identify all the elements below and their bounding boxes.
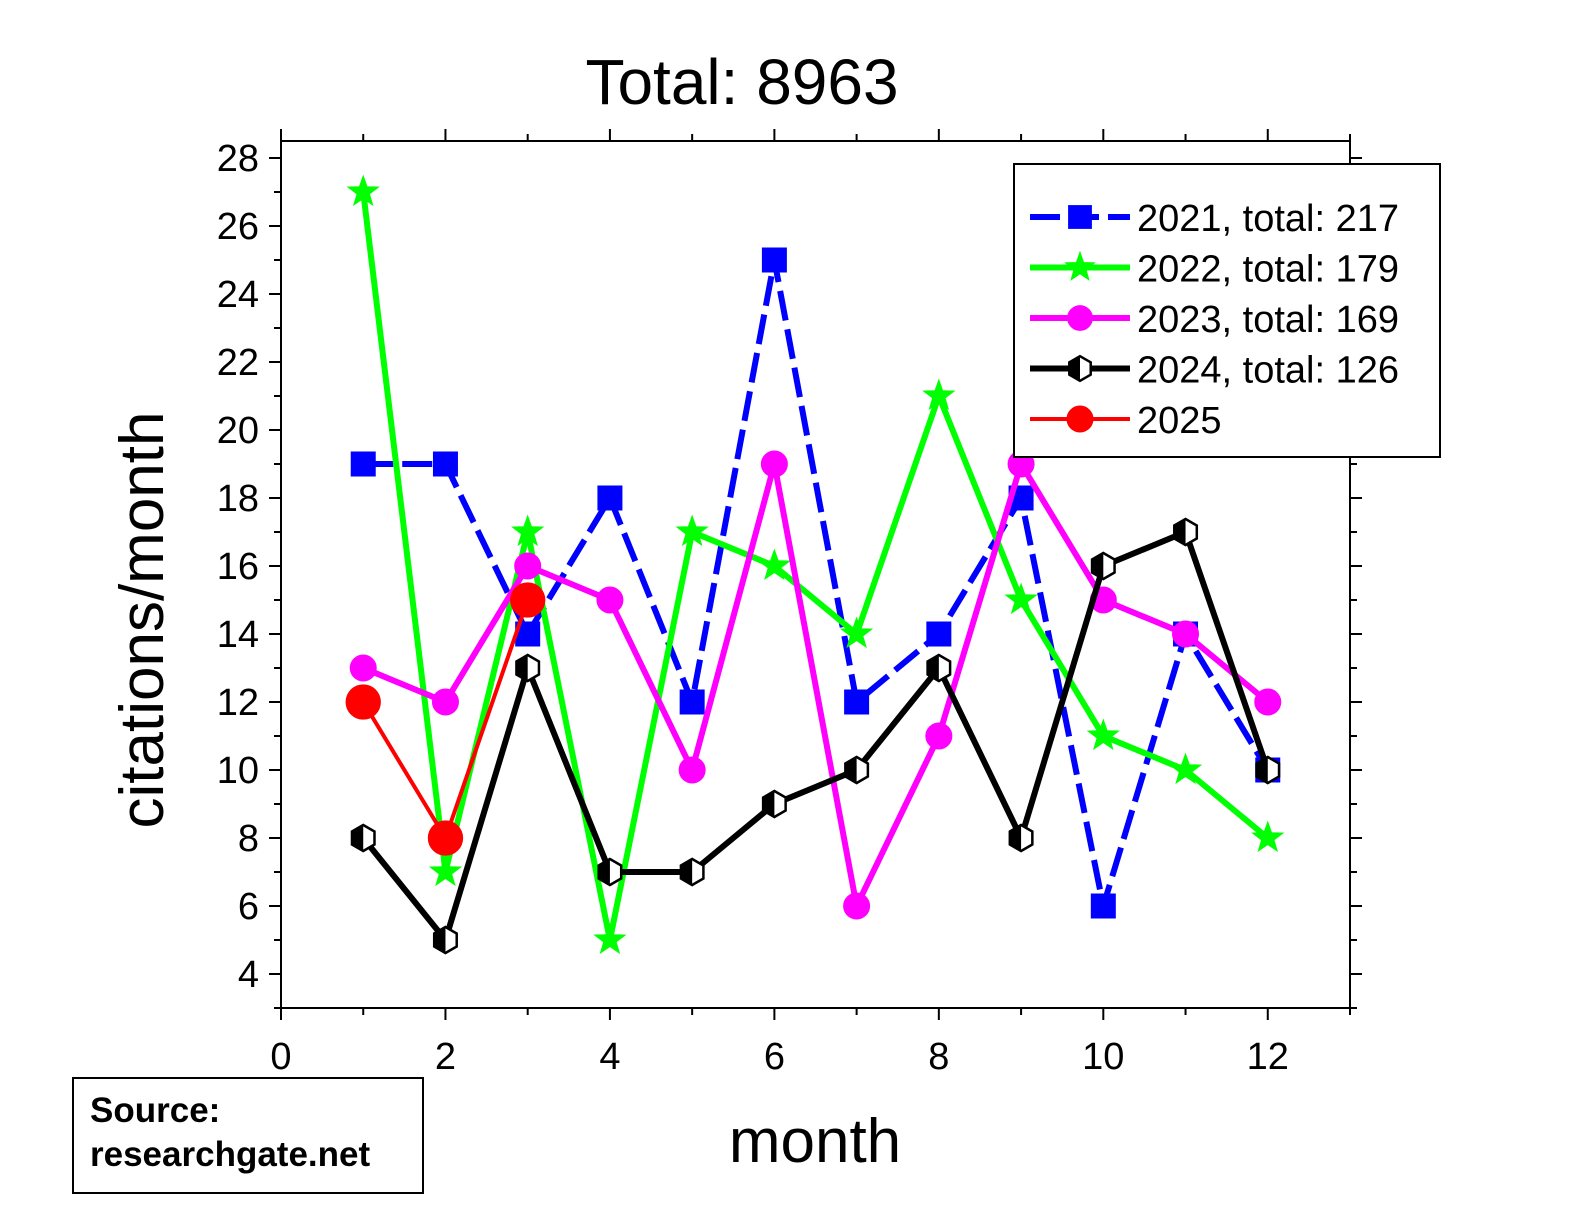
series-line: [362, 461, 1270, 909]
y-axis: 4 6 8 10 12 14 16 18 20 22 24 26 28: [217, 138, 1362, 1009]
x-tick-label: 4: [599, 1036, 620, 1078]
data-point: [679, 689, 705, 715]
data-point: [350, 823, 376, 853]
y-tick-label: 22: [217, 342, 259, 384]
data-point: [1255, 755, 1281, 785]
data-point: [844, 755, 870, 785]
data-point: [761, 247, 787, 273]
data-point: [1090, 551, 1116, 581]
y-tick-label: 18: [217, 478, 259, 520]
y-tick-label: 12: [217, 682, 259, 724]
legend-label: 2021, total: 217: [1137, 198, 1399, 240]
data-point: [760, 450, 788, 478]
data-point: [1173, 517, 1199, 547]
data-point: [926, 621, 952, 647]
series-5: [345, 582, 546, 856]
data-point: [1251, 820, 1285, 853]
y-axis-label: citations/month: [108, 412, 177, 829]
y-tick-label: 10: [217, 750, 259, 792]
series-line: [360, 529, 1271, 943]
data-point: [349, 654, 377, 682]
x-tick-label: 10: [1082, 1036, 1124, 1078]
legend-marker: [1068, 354, 1092, 383]
y-tick-label: 24: [217, 274, 259, 316]
data-point: [679, 857, 705, 887]
x-tick-label: 12: [1247, 1036, 1289, 1078]
data-point: [514, 552, 542, 580]
data-point: [1086, 718, 1120, 751]
y-tick-label: 8: [238, 818, 259, 860]
legend-entry: 2024, total: 126: [1030, 350, 1399, 392]
x-axis-label: month: [729, 1107, 901, 1176]
legend-entry: 2021, total: 217: [1030, 198, 1399, 240]
data-point: [761, 789, 787, 819]
data-point: [1090, 893, 1116, 919]
data-point: [597, 485, 623, 511]
data-point: [1008, 823, 1034, 853]
x-tick-label: 2: [435, 1036, 456, 1078]
data-point: [926, 653, 952, 683]
series-4: [350, 517, 1281, 955]
data-point: [1168, 752, 1203, 785]
legend-marker: [1066, 405, 1094, 433]
source-box: Source: researchgate.net: [72, 1077, 424, 1194]
data-point: [596, 586, 624, 614]
y-tick-label: 16: [217, 546, 259, 588]
y-tick-label: 4: [238, 954, 259, 996]
data-point: [925, 722, 953, 750]
x-tick-label: 6: [764, 1036, 785, 1078]
chart-title: Total: 8963: [585, 46, 898, 118]
data-point: [843, 892, 871, 920]
legend-label: 2023, total: 169: [1137, 299, 1399, 341]
data-point: [510, 582, 546, 618]
source-url: researchgate.net: [90, 1135, 371, 1174]
data-point: [922, 378, 956, 411]
source-label: Source:: [90, 1091, 221, 1130]
data-point: [345, 684, 381, 720]
x-axis: 0 2 4 6 8 10 12: [270, 129, 1351, 1078]
data-point: [593, 922, 627, 955]
legend-label: 2025: [1137, 400, 1222, 442]
data-point: [515, 653, 541, 683]
y-tick-label: 28: [217, 138, 259, 180]
data-point: [1004, 582, 1038, 615]
legend-entry: 2023, total: 169: [1030, 299, 1399, 341]
data-point: [1172, 620, 1200, 648]
data-point: [597, 857, 623, 887]
data-point: [1254, 688, 1282, 716]
legend-marker: [1067, 305, 1093, 331]
legend-label: 2024, total: 126: [1137, 350, 1399, 392]
data-point: [678, 756, 706, 784]
x-tick-label: 8: [928, 1036, 949, 1078]
y-tick-label: 14: [217, 614, 259, 656]
data-point: [432, 451, 458, 477]
data-point: [428, 854, 463, 887]
series-layer: [345, 174, 1285, 955]
legend-marker: [1064, 250, 1096, 282]
legend-marker: [1068, 205, 1092, 229]
data-point: [675, 514, 709, 547]
legend-entry: 2025: [1030, 400, 1222, 442]
x-tick-label: 0: [270, 1036, 291, 1078]
y-tick-label: 26: [217, 206, 259, 248]
data-point: [757, 548, 792, 581]
data-point: [511, 514, 545, 547]
data-point: [427, 820, 464, 856]
legend-label: 2022, total: 179: [1137, 249, 1399, 291]
data-point: [431, 688, 459, 716]
data-point: [839, 616, 874, 649]
data-point: [432, 925, 458, 955]
y-tick-label: 20: [217, 410, 259, 452]
legend: 2021, total: 217 2022, total: 179 2023, to…: [1013, 163, 1441, 458]
plot-frame: [280, 140, 1351, 1009]
data-point: [346, 174, 380, 207]
legend-entry: 2022, total: 179: [1030, 249, 1399, 291]
y-tick-label: 6: [238, 886, 259, 928]
data-point: [844, 689, 870, 715]
data-point: [350, 451, 376, 477]
